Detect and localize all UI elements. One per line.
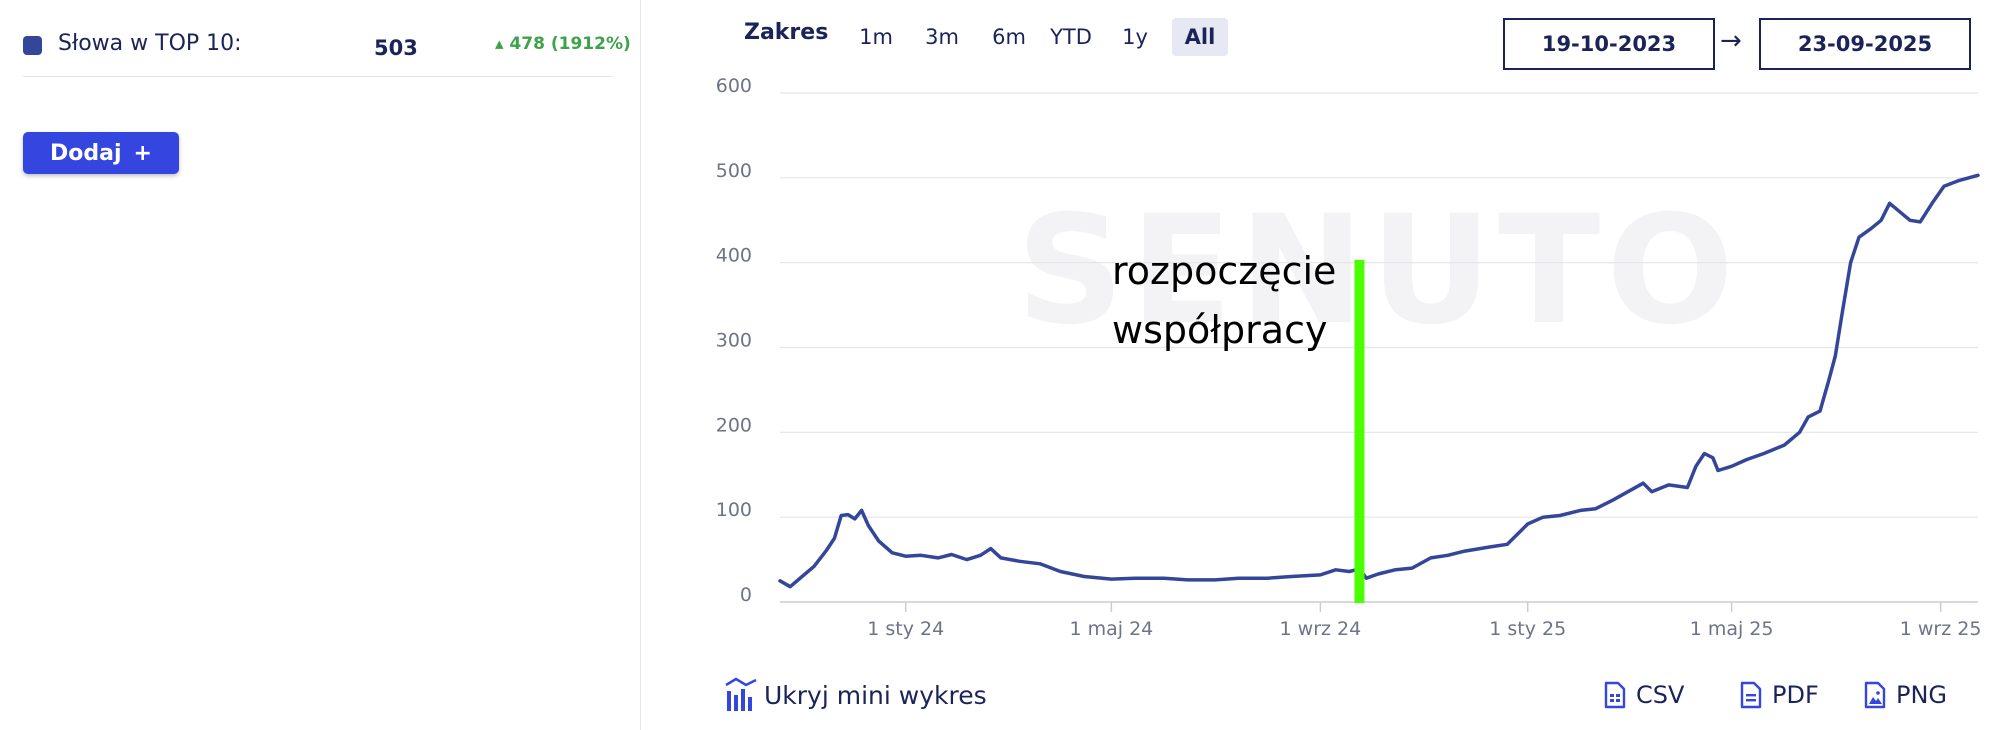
range-option-6m[interactable]: 6m: [992, 25, 1026, 49]
range-label: Zakres: [744, 20, 829, 45]
x-tick-label: 1 maj 24: [1069, 618, 1153, 640]
add-button-label: Dodaj: [50, 140, 122, 166]
pdf-file-icon: [1740, 681, 1762, 709]
bar-chart-icon: [725, 677, 757, 711]
metric-label: Słowa w TOP 10:: [58, 31, 242, 56]
metric-change: ▴ 478 (1912%): [495, 34, 631, 54]
x-tick-label: 1 wrz 24: [1280, 618, 1362, 640]
export-png-button[interactable]: PNG: [1864, 675, 1947, 715]
y-tick-label: 0: [740, 584, 752, 606]
export-csv-button[interactable]: CSV: [1604, 675, 1684, 715]
annotation-text: współpracy: [1112, 308, 1327, 352]
range-option-1m[interactable]: 1m: [859, 25, 893, 49]
csv-file-icon: [1604, 681, 1626, 709]
x-tick-label: 1 wrz 25: [1900, 618, 1982, 640]
y-tick-label: 200: [716, 414, 752, 436]
series-line: [778, 173, 1980, 589]
hide-mini-chart-label: Ukryj mini wykres: [764, 680, 987, 710]
metric-value: 503: [374, 36, 418, 60]
date-from-input[interactable]: 19-10-2023: [1503, 18, 1715, 70]
line-chart: SENUTO 0 100 200 300 400 500 600 1 sty 24 1 maj …: [716, 75, 1982, 640]
range-option-3m[interactable]: 3m: [925, 25, 959, 49]
y-tick-label: 500: [716, 160, 752, 182]
x-tick-label: 1 maj 25: [1690, 618, 1774, 640]
plus-icon: +: [133, 140, 152, 166]
y-tick-label: 600: [716, 75, 752, 97]
date-to-input[interactable]: 23-09-2025: [1759, 18, 1971, 70]
hide-mini-chart-button[interactable]: Ukryj mini wykres: [724, 675, 987, 715]
x-tick-label: 1 sty 24: [867, 618, 944, 640]
x-tick-label: 1 sty 25: [1489, 618, 1566, 640]
range-option-1y[interactable]: 1y: [1122, 25, 1148, 49]
y-tick-label: 400: [716, 245, 752, 267]
arrow-right-icon: →: [1720, 26, 1742, 56]
range-option-ytd[interactable]: YTD: [1050, 25, 1092, 49]
y-tick-label: 100: [716, 499, 752, 521]
annotation-text: rozpoczęcie: [1112, 249, 1336, 293]
chart-watermark: SENUTO: [1016, 184, 1740, 358]
export-pdf-button[interactable]: PDF: [1740, 675, 1819, 715]
png-file-icon: [1864, 681, 1886, 709]
range-option-all[interactable]: All: [1172, 18, 1228, 56]
export-pdf-label: PDF: [1772, 681, 1819, 709]
export-csv-label: CSV: [1636, 681, 1685, 709]
export-png-label: PNG: [1896, 681, 1948, 709]
add-button[interactable]: Dodaj +: [23, 132, 179, 174]
legend-square-icon[interactable]: [23, 36, 42, 55]
y-tick-label: 300: [716, 330, 752, 352]
left-panel: Słowa w TOP 10: 503 ▴ 478 (1912%) Dodaj …: [0, 0, 641, 730]
metric-row: Słowa w TOP 10: 503 ▴ 478 (1912%): [23, 24, 631, 77]
